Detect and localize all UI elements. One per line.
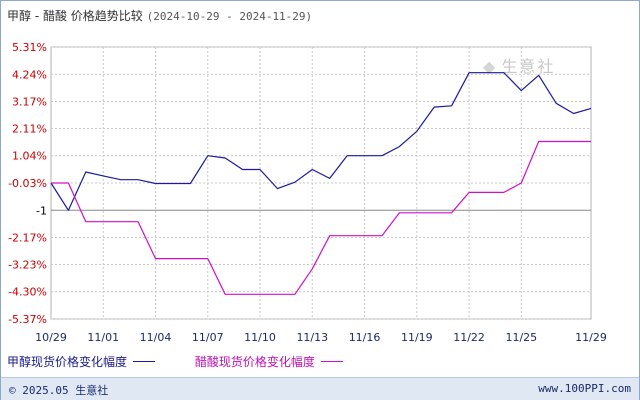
y-tick-label: 4.24% <box>12 68 47 81</box>
x-tick-label: 11/13 <box>296 331 328 344</box>
legend-item-methanol: 甲醇现货价格变化幅度 <box>7 353 156 370</box>
y-tick-label: -4.30% <box>8 286 47 299</box>
legend-item-acetic-acid: 醋酸现货价格变化幅度 <box>195 353 343 370</box>
x-tick-label: 11/25 <box>505 331 537 344</box>
x-tick-label: 11/07 <box>192 331 224 344</box>
y-tick-label: -3.23% <box>8 258 47 271</box>
chart-legend: 甲醇现货价格变化幅度 醋酸现货价格变化幅度 <box>7 353 379 370</box>
y-tick-label: 5.31% <box>12 41 47 54</box>
legend-label-acetic-acid: 醋酸现货价格变化幅度 <box>194 355 315 369</box>
x-tick-label: 11/01 <box>87 331 119 344</box>
chart-date-range: (2024-10-29 - 2024-11-29) <box>146 10 313 23</box>
y-tick-label: 3.17% <box>12 96 47 109</box>
x-tick-label: 10/29 <box>35 331 67 344</box>
legend-swatch-acetic-acid <box>320 361 343 362</box>
legend-swatch-methanol <box>133 361 156 362</box>
chart-svg: 5.31% 4.24% 3.17% 2.11% 1.04% -0.03% -1 -2.17% -… <box>8 41 607 344</box>
chart-title-text: 甲醇 - 醋酸 价格趋势比较 <box>7 9 143 23</box>
y-tick-label: -1 <box>36 204 47 217</box>
watermark: ◆ 生意社 <box>483 53 555 77</box>
legend-label-methanol: 甲醇现货价格变化幅度 <box>7 355 128 369</box>
y-tick-label: -5.37% <box>8 313 47 326</box>
footer-url[interactable]: www.100PPI.com <box>538 382 631 395</box>
series-line-methanol <box>50 72 592 211</box>
footer-copyright: © 2025.05 生意社 <box>9 384 109 397</box>
watermark-text: 生意社 <box>501 57 556 76</box>
x-tick-label: 11/16 <box>349 331 381 344</box>
x-tick-label: 11/19 <box>401 331 433 344</box>
x-tick-label: 11/04 <box>140 331 172 344</box>
y-tick-label: 2.11% <box>12 122 47 135</box>
chart-title: 甲醇 - 醋酸 价格趋势比较 (2024-10-29 - 2024-11-29) <box>7 7 312 24</box>
footer-bar: © 2025.05 生意社 www.100PPI.com <box>1 377 639 400</box>
x-tick-label: 11/10 <box>244 331 276 344</box>
series-line-acetic-acid <box>51 140 591 295</box>
y-tick-label: -2.17% <box>8 232 47 245</box>
y-tick-label: -0.03% <box>8 177 47 190</box>
watermark-logo-icon: ◆ <box>483 57 498 76</box>
x-tick-label: 11/29 <box>575 331 607 344</box>
y-tick-label: 1.04% <box>12 150 47 163</box>
x-tick-label: 11/22 <box>453 331 485 344</box>
